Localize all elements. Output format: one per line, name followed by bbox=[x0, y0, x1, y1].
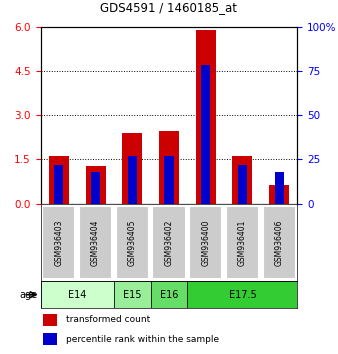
FancyBboxPatch shape bbox=[187, 281, 297, 308]
Bar bbox=[159, 131, 179, 204]
Text: GSM936403: GSM936403 bbox=[54, 219, 64, 266]
Text: transformed count: transformed count bbox=[66, 315, 150, 324]
FancyBboxPatch shape bbox=[189, 206, 222, 279]
Bar bbox=[122, 133, 142, 204]
FancyBboxPatch shape bbox=[116, 206, 149, 279]
Bar bbox=[269, 185, 289, 204]
FancyBboxPatch shape bbox=[151, 281, 187, 308]
Bar bbox=[238, 165, 247, 204]
Text: E15: E15 bbox=[123, 290, 142, 300]
Text: GSM936402: GSM936402 bbox=[165, 219, 173, 266]
Text: GSM936401: GSM936401 bbox=[238, 219, 247, 266]
Text: E17.5: E17.5 bbox=[228, 290, 256, 300]
Text: GSM936405: GSM936405 bbox=[128, 219, 137, 266]
Text: E14: E14 bbox=[68, 290, 87, 300]
Text: E16: E16 bbox=[160, 290, 178, 300]
Text: percentile rank within the sample: percentile rank within the sample bbox=[66, 335, 219, 344]
Bar bbox=[274, 172, 284, 204]
Text: GSM936404: GSM936404 bbox=[91, 219, 100, 266]
FancyBboxPatch shape bbox=[42, 206, 75, 279]
Text: GSM936400: GSM936400 bbox=[201, 219, 210, 266]
FancyBboxPatch shape bbox=[79, 206, 112, 279]
Bar bbox=[128, 156, 137, 204]
Bar bbox=[43, 314, 57, 326]
FancyBboxPatch shape bbox=[226, 206, 259, 279]
FancyBboxPatch shape bbox=[152, 206, 186, 279]
Bar bbox=[54, 165, 64, 204]
Text: GSM936406: GSM936406 bbox=[274, 219, 284, 266]
Bar bbox=[201, 65, 210, 204]
FancyBboxPatch shape bbox=[263, 206, 296, 279]
Text: age: age bbox=[19, 290, 37, 300]
Bar bbox=[86, 166, 106, 204]
FancyBboxPatch shape bbox=[114, 281, 151, 308]
Bar bbox=[196, 30, 216, 204]
Bar bbox=[91, 172, 100, 204]
Bar bbox=[164, 156, 174, 204]
Bar bbox=[43, 333, 57, 346]
FancyBboxPatch shape bbox=[41, 281, 114, 308]
Bar bbox=[49, 156, 69, 204]
Text: GDS4591 / 1460185_at: GDS4591 / 1460185_at bbox=[100, 1, 238, 14]
Bar bbox=[232, 156, 252, 204]
